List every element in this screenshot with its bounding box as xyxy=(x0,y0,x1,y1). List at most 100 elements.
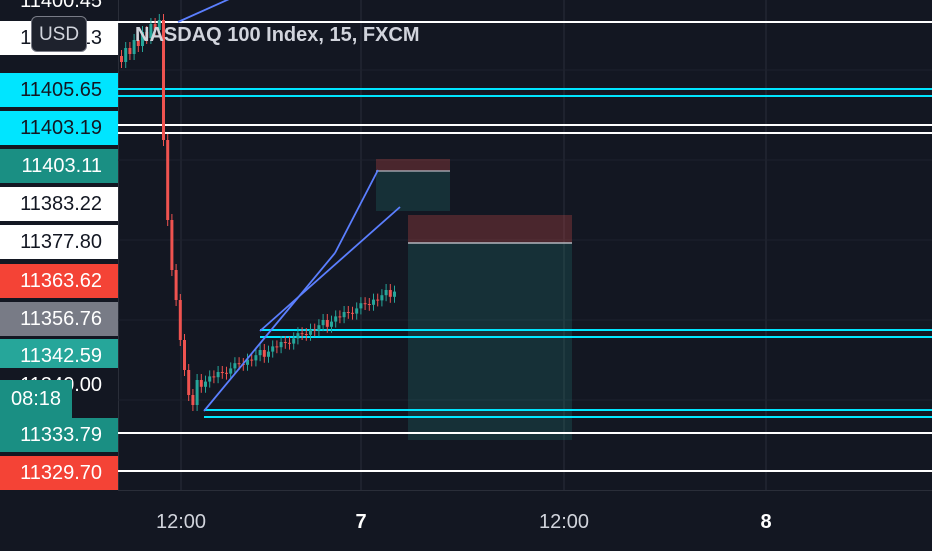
price-label: 11405.65 xyxy=(0,73,118,107)
chart-canvas[interactable] xyxy=(118,0,932,490)
candle-body xyxy=(162,20,165,140)
price-label: 11329.70 xyxy=(0,456,118,490)
candle-body xyxy=(204,381,207,387)
trendline[interactable] xyxy=(334,169,379,254)
time-label: 8 xyxy=(760,511,772,533)
candle-body xyxy=(233,363,237,369)
candle-body xyxy=(338,316,342,318)
candle-body xyxy=(178,300,182,340)
price-label: 11403.19 xyxy=(0,111,118,145)
candle-body xyxy=(330,321,333,327)
candle-body xyxy=(363,303,367,305)
candle-body xyxy=(367,304,371,305)
candle-body xyxy=(283,342,287,343)
candle-body xyxy=(321,320,325,326)
take-profit-zone[interactable] xyxy=(408,243,572,440)
currency-button[interactable]: USD xyxy=(31,16,87,52)
candle-body xyxy=(372,299,375,305)
price-label: 11383.22 xyxy=(0,187,118,221)
candle-body xyxy=(149,24,153,38)
candle-body xyxy=(267,351,270,357)
candle-body xyxy=(300,333,304,335)
candle-body xyxy=(157,20,161,30)
time-axis[interactable]: 12:00 7 12:00 8 xyxy=(118,490,932,551)
candle-body xyxy=(120,56,123,62)
candle-body xyxy=(170,220,174,270)
drawings[interactable] xyxy=(376,159,572,440)
candle-body xyxy=(359,303,363,309)
candle-body xyxy=(237,363,241,365)
chart-pane[interactable] xyxy=(118,0,932,490)
candle-body xyxy=(124,48,128,62)
symbol-legend[interactable]: NASDAQ 100 Index, 15, FXCM xyxy=(135,24,420,46)
trendline[interactable] xyxy=(259,206,401,332)
price-label: 11403.11 xyxy=(0,149,118,183)
candle-body xyxy=(187,370,191,395)
stop-loss-zone[interactable] xyxy=(408,215,572,243)
stop-loss-zone-small[interactable] xyxy=(376,159,450,171)
candle-body xyxy=(393,291,396,297)
candlestick-series xyxy=(120,14,396,411)
candle-body xyxy=(351,312,354,314)
candle-body xyxy=(145,32,149,38)
time-label: 7 xyxy=(355,511,367,533)
price-label: 11356.76 xyxy=(0,302,118,336)
candle-body xyxy=(288,342,291,344)
candle-body xyxy=(388,290,392,297)
candle-body xyxy=(271,346,275,352)
trendline[interactable] xyxy=(203,252,336,412)
time-label: 12:00 xyxy=(155,511,207,533)
bar-countdown: 08:18 xyxy=(0,380,72,418)
candle-body xyxy=(342,312,346,318)
grid xyxy=(118,0,932,490)
price-label: 11333.79 xyxy=(0,418,118,452)
candle-body xyxy=(183,340,186,370)
candle-body xyxy=(258,350,262,356)
candle-body xyxy=(250,359,254,361)
candle-body xyxy=(208,376,212,382)
candle-body xyxy=(136,40,140,46)
price-label: 11377.80 xyxy=(0,225,118,259)
candle-body xyxy=(153,24,157,30)
candle-body xyxy=(355,308,359,314)
price-scale[interactable]: 11400.45 11403.13 11405.65 11403.19 1140… xyxy=(0,0,119,490)
price-label: 11363.62 xyxy=(0,264,118,298)
candle-body xyxy=(199,380,203,387)
candle-body xyxy=(132,40,136,54)
candle-body xyxy=(195,380,199,405)
candle-body xyxy=(229,368,233,374)
candle-body xyxy=(334,316,338,322)
candle-body xyxy=(166,140,170,220)
candle-body xyxy=(313,329,317,331)
candle-body xyxy=(128,48,132,54)
take-profit-zone-small[interactable] xyxy=(376,171,450,211)
time-label: 12:00 xyxy=(538,511,590,533)
price-label: 11342.59 xyxy=(0,339,118,373)
candle-body xyxy=(216,372,220,378)
candle-body xyxy=(325,320,329,327)
trendline[interactable] xyxy=(177,0,236,23)
horizontal-lines[interactable] xyxy=(118,21,932,472)
candle-body xyxy=(275,346,279,348)
price-label: 11400.45 xyxy=(0,0,118,18)
candle-body xyxy=(296,333,300,339)
candle-body xyxy=(141,32,144,46)
candle-body xyxy=(191,395,195,405)
candle-body xyxy=(309,329,312,335)
candle-body xyxy=(304,334,308,335)
candle-body xyxy=(220,372,224,373)
candle-body xyxy=(225,372,228,374)
candle-body xyxy=(384,290,388,296)
candle-body xyxy=(246,359,249,365)
candle-body xyxy=(346,312,350,313)
trendlines[interactable] xyxy=(177,0,401,412)
candle-body xyxy=(380,295,384,301)
candle-body xyxy=(212,376,216,378)
candle-body xyxy=(376,299,380,301)
candle-body xyxy=(292,338,296,344)
candle-body xyxy=(174,270,178,300)
candle-body xyxy=(317,325,321,331)
candle-body xyxy=(262,350,266,357)
candle-body xyxy=(279,342,283,348)
